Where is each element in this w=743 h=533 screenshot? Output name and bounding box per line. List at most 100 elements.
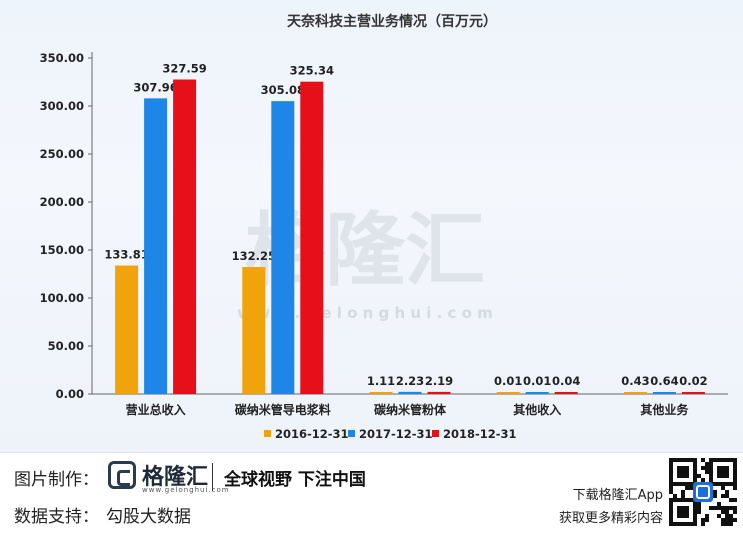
qr-module: [733, 498, 737, 502]
footer: 图片制作： 格隆汇 www.gelonghui.com 全球视野 下注中国 数据…: [0, 452, 743, 533]
qr-module: [701, 478, 705, 482]
qr-module: [705, 518, 709, 522]
chart-legend: 2016-12-31 2017-12-31 2018-12-31: [264, 427, 517, 441]
qr-module: [705, 514, 709, 518]
y-tick-label: 250.00: [40, 147, 84, 161]
bar-2017-12-31: [144, 98, 168, 394]
y-tick-label: 150.00: [40, 243, 84, 257]
qr-module: [669, 490, 673, 494]
qr-module: [725, 522, 729, 526]
data-label: 0.04: [552, 374, 580, 388]
qr-module: [701, 518, 705, 522]
y-tick-label: 0.00: [56, 387, 84, 401]
source-label: 数据支持：: [14, 507, 99, 527]
category-label: 其他收入: [513, 402, 561, 417]
category-label: 碳纳米管粉体: [374, 402, 447, 417]
data-label: 0.01: [523, 374, 551, 388]
y-tick-label: 200.00: [40, 195, 84, 209]
bar-2016-12-31: [369, 392, 393, 394]
brand-domain: www.gelonghui.com: [142, 486, 230, 494]
bar-2018-12-31: [554, 392, 578, 394]
data-label: 2.23: [396, 374, 424, 388]
qr-module: [713, 490, 717, 494]
qr-module: [713, 506, 717, 510]
qr-module: [729, 522, 733, 526]
qr-module: [681, 494, 685, 498]
qr-module: [733, 510, 737, 514]
qr-module: [705, 470, 709, 474]
qr-module: [717, 506, 721, 510]
y-tick-label: 50.00: [48, 339, 84, 353]
bar-2016-12-31: [496, 392, 520, 394]
qr-module: [725, 518, 729, 522]
data-label: 1.11: [367, 374, 395, 388]
qr-module: [717, 514, 721, 518]
qr-module: [697, 510, 701, 514]
qr-module: [729, 498, 733, 502]
bar-2017-12-31: [652, 392, 676, 394]
qr-module: [705, 462, 709, 466]
bar-2016-12-31: [242, 267, 266, 394]
data-label: 133.81: [104, 248, 148, 262]
bar-2017-12-31: [398, 391, 422, 394]
qr-finder-center: [677, 506, 689, 518]
bar-2018-12-31: [681, 392, 705, 394]
brand-name: 格隆汇: [142, 465, 209, 490]
y-tick-label: 300.00: [40, 99, 84, 113]
qr-module: [733, 518, 737, 522]
category-label: 营业总收入: [126, 402, 186, 417]
data-label: 327.59: [162, 62, 206, 76]
qr-module: [733, 486, 737, 490]
brand-divider: [212, 463, 213, 491]
bar-2016-12-31: [115, 265, 139, 394]
bar-2018-12-31: [427, 391, 451, 394]
qr-module: [721, 494, 725, 498]
data-label: 0.64: [650, 374, 678, 388]
qr-module: [697, 506, 701, 510]
legend-label: 2016-12-31: [275, 427, 349, 441]
y-tick-label: 100.00: [40, 291, 84, 305]
qr-finder: [669, 498, 697, 526]
qr-module: [729, 506, 733, 510]
chart-axes: 0.00 50.00 100.00 150.00 200.00 250.00 300.00 3…: [40, 51, 728, 401]
qr-module: [725, 510, 729, 514]
category-label: 碳纳米管导电浆料: [235, 402, 331, 417]
category-label: 其他业务: [640, 402, 689, 417]
chart-bars: 营业总收入 133.81 307.96 327.59 碳纳米管导电浆料 132.25 305…: [104, 62, 707, 417]
qr-module: [729, 514, 733, 518]
y-tick-label: 350.00: [40, 51, 84, 65]
qr-finder-center: [717, 466, 729, 478]
credit-label: 图片制作：: [14, 470, 99, 490]
data-label: 0.01: [494, 374, 522, 388]
qr-finder-center: [677, 466, 689, 478]
qr-module: [729, 518, 733, 522]
data-label: 325.34: [290, 64, 334, 78]
gelonghui-logo-icon: [108, 461, 136, 489]
qr-module: [725, 506, 729, 510]
qr-code-icon[interactable]: [669, 458, 737, 526]
legend-label: 2018-12-31: [443, 427, 517, 441]
legend-swatch: [348, 430, 355, 437]
app-tagline: 获取更多精彩内容: [558, 511, 663, 526]
qr-module: [721, 486, 725, 490]
qr-module: [705, 466, 709, 470]
qr-module: [681, 490, 685, 494]
chart-area: 格隆汇 w w w . g e l o n g h u i . c o m 天奈科…: [0, 0, 743, 452]
qr-module: [701, 458, 705, 462]
qr-module: [697, 474, 701, 478]
data-label: 305.08: [261, 83, 305, 97]
app-download-text[interactable]: 下载格隆汇App: [572, 488, 663, 503]
bar-2018-12-31: [300, 81, 324, 395]
qr-module: [725, 514, 729, 518]
data-label: 0.02: [679, 374, 707, 388]
data-label: 132.25: [232, 249, 276, 263]
qr-module: [725, 490, 729, 494]
qr-module: [725, 494, 729, 498]
qr-module: [673, 494, 677, 498]
data-label: 2.19: [425, 374, 453, 388]
bar-2017-12-31: [271, 101, 295, 394]
source-name: 勾股大数据: [106, 507, 191, 527]
qr-module: [701, 522, 705, 526]
qr-module: [733, 506, 737, 510]
